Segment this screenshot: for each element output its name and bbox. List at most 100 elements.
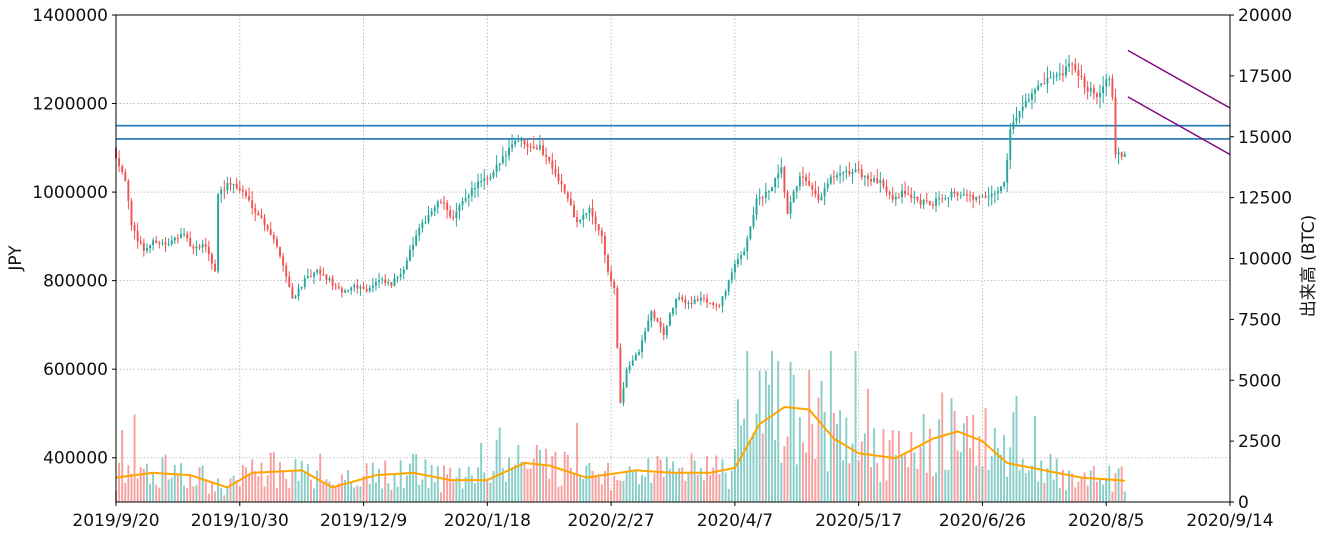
volume-bar: [894, 454, 897, 502]
candle-body: [668, 313, 671, 326]
volume-bar: [585, 465, 588, 502]
volume-bar: [641, 474, 644, 502]
volume-bar: [823, 411, 826, 502]
candle-body: [1083, 76, 1086, 88]
candle-body: [316, 269, 319, 273]
candle-body: [910, 194, 913, 199]
candle-body: [755, 198, 758, 215]
candle-body: [232, 183, 235, 185]
candle-body: [625, 369, 628, 388]
volume-bar: [783, 446, 786, 502]
volume-bar: [910, 432, 913, 502]
volume-bar: [576, 422, 579, 502]
volume-bar: [975, 465, 978, 502]
candle-body: [291, 287, 294, 299]
candle-body: [647, 320, 650, 332]
candle-body: [176, 237, 179, 239]
candle-body: [721, 296, 724, 306]
candle-body: [220, 189, 223, 195]
candle-body: [158, 242, 161, 244]
candle-body: [204, 244, 207, 247]
candle-body: [322, 274, 325, 276]
volume-bar: [638, 484, 640, 502]
candle-body: [529, 146, 532, 148]
y-left-tick-label: 1200000: [32, 95, 108, 115]
volume-bar: [1120, 466, 1123, 502]
volume-bar: [399, 460, 402, 502]
volume-bar: [486, 481, 489, 502]
candle-body: [1040, 83, 1043, 86]
candle-body: [133, 225, 136, 231]
candle-body: [365, 289, 368, 292]
volume-bar: [337, 483, 340, 502]
candle-body: [532, 146, 535, 148]
candle-body: [226, 183, 229, 191]
candle-body: [870, 178, 873, 182]
candle-body: [882, 180, 885, 187]
candle-body: [427, 214, 430, 223]
volume-bar: [495, 439, 498, 502]
volume-bar: [201, 465, 204, 502]
candle-body: [229, 183, 232, 185]
volume-bar: [600, 484, 603, 502]
volume-bar: [325, 479, 328, 502]
volume-bar: [916, 468, 919, 502]
volume-bar: [811, 424, 814, 502]
volume-bar: [687, 471, 690, 502]
candle-body: [857, 169, 860, 171]
candle-body: [374, 281, 377, 286]
volume-bar: [622, 480, 625, 502]
candle-body: [359, 286, 362, 289]
volume-bar: [928, 428, 931, 502]
volume-bar: [1117, 468, 1120, 502]
x-tick-label: 2020/1/18: [444, 511, 531, 531]
candle-body: [470, 188, 473, 196]
volume-bar: [374, 482, 377, 502]
volume-bar: [1105, 479, 1108, 502]
volume-bar: [319, 453, 322, 502]
volume-bar: [309, 479, 312, 502]
volume-bar: [183, 485, 186, 502]
axes: [112, 14, 1234, 506]
candle-body: [969, 194, 972, 196]
candle-body: [551, 160, 554, 169]
candle-body: [888, 192, 891, 195]
volume-bar: [737, 399, 739, 502]
candle-body: [764, 191, 767, 198]
volume-bar: [164, 454, 167, 502]
volume-bar: [1030, 465, 1033, 502]
candle-body: [953, 191, 956, 193]
candle-body: [622, 387, 625, 404]
candle-body: [340, 288, 343, 293]
candle-body: [405, 260, 408, 270]
volume-bar: [668, 468, 671, 502]
candle-body: [634, 354, 637, 361]
candle-body: [155, 240, 158, 243]
candle-body: [210, 254, 213, 264]
candle-body: [548, 156, 551, 161]
candle-body: [238, 188, 241, 191]
volume-bar: [907, 467, 910, 502]
candle-body: [851, 171, 854, 174]
candle-body: [854, 169, 857, 172]
candle-body: [848, 170, 851, 174]
volume-bar: [328, 481, 331, 502]
volume-bar: [656, 455, 659, 502]
candle-body: [381, 279, 384, 281]
candle-body: [1037, 85, 1040, 90]
candle-body: [594, 216, 597, 225]
candle-body: [334, 285, 337, 287]
volume-bar: [1034, 415, 1037, 502]
candle-body: [393, 278, 396, 286]
candle-body: [1105, 79, 1108, 87]
volume-bar: [659, 459, 662, 502]
volume-bar: [378, 468, 380, 502]
volume-bar: [715, 455, 718, 502]
candle-body: [675, 299, 678, 308]
volume-bar: [180, 463, 182, 502]
trend-channel: [1127, 49, 1231, 156]
volume-bar: [492, 470, 495, 502]
candle-body: [935, 198, 937, 206]
candle-body: [987, 196, 990, 198]
volume-bar: [817, 397, 820, 502]
